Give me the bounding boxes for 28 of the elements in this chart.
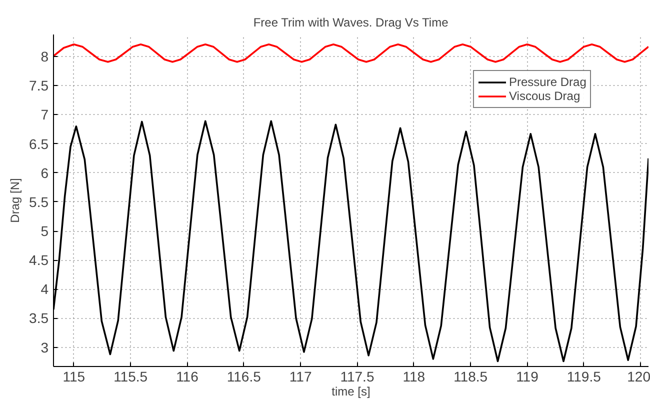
x-tick-label: 117 <box>289 368 312 384</box>
y-tick-label: 7.5 <box>29 78 49 94</box>
line-series <box>54 43 648 63</box>
y-tick-label: 4.5 <box>29 252 49 268</box>
x-tick-label: 115 <box>62 368 86 384</box>
x-tick-label: 117.5 <box>340 368 374 384</box>
y-tick-label: 5 <box>40 223 49 240</box>
x-tick-label: 116 <box>176 368 199 384</box>
chart-title: Free Trim with Waves. Drag Vs Time <box>253 16 449 30</box>
y-axis-title: Drag [N] <box>8 178 22 223</box>
y-tick-label: 5.5 <box>29 194 49 210</box>
y-tick-label: 3.5 <box>29 310 49 326</box>
y-tick-label: 8 <box>40 48 49 65</box>
legend-label: Viscous Drag <box>509 89 580 103</box>
x-tick-label: 119 <box>516 368 539 384</box>
x-tick-label: 115.5 <box>114 368 148 384</box>
y-tick-label: 7 <box>40 106 49 123</box>
x-tick-label: 120 <box>627 368 650 384</box>
legend-label: Pressure Drag <box>509 75 586 89</box>
x-tick-label: 118.5 <box>454 368 488 384</box>
y-tick-label: 6.5 <box>29 136 49 152</box>
y-tick-label: 4 <box>40 281 49 298</box>
y-tick-label: 3 <box>40 339 49 356</box>
x-tick-label: 116.5 <box>226 368 262 384</box>
y-tick-label: 6 <box>40 164 49 181</box>
x-tick-label: 118 <box>402 368 426 384</box>
x-tick-label: 119.5 <box>566 368 602 384</box>
x-axis-title: time [s] <box>332 384 370 398</box>
